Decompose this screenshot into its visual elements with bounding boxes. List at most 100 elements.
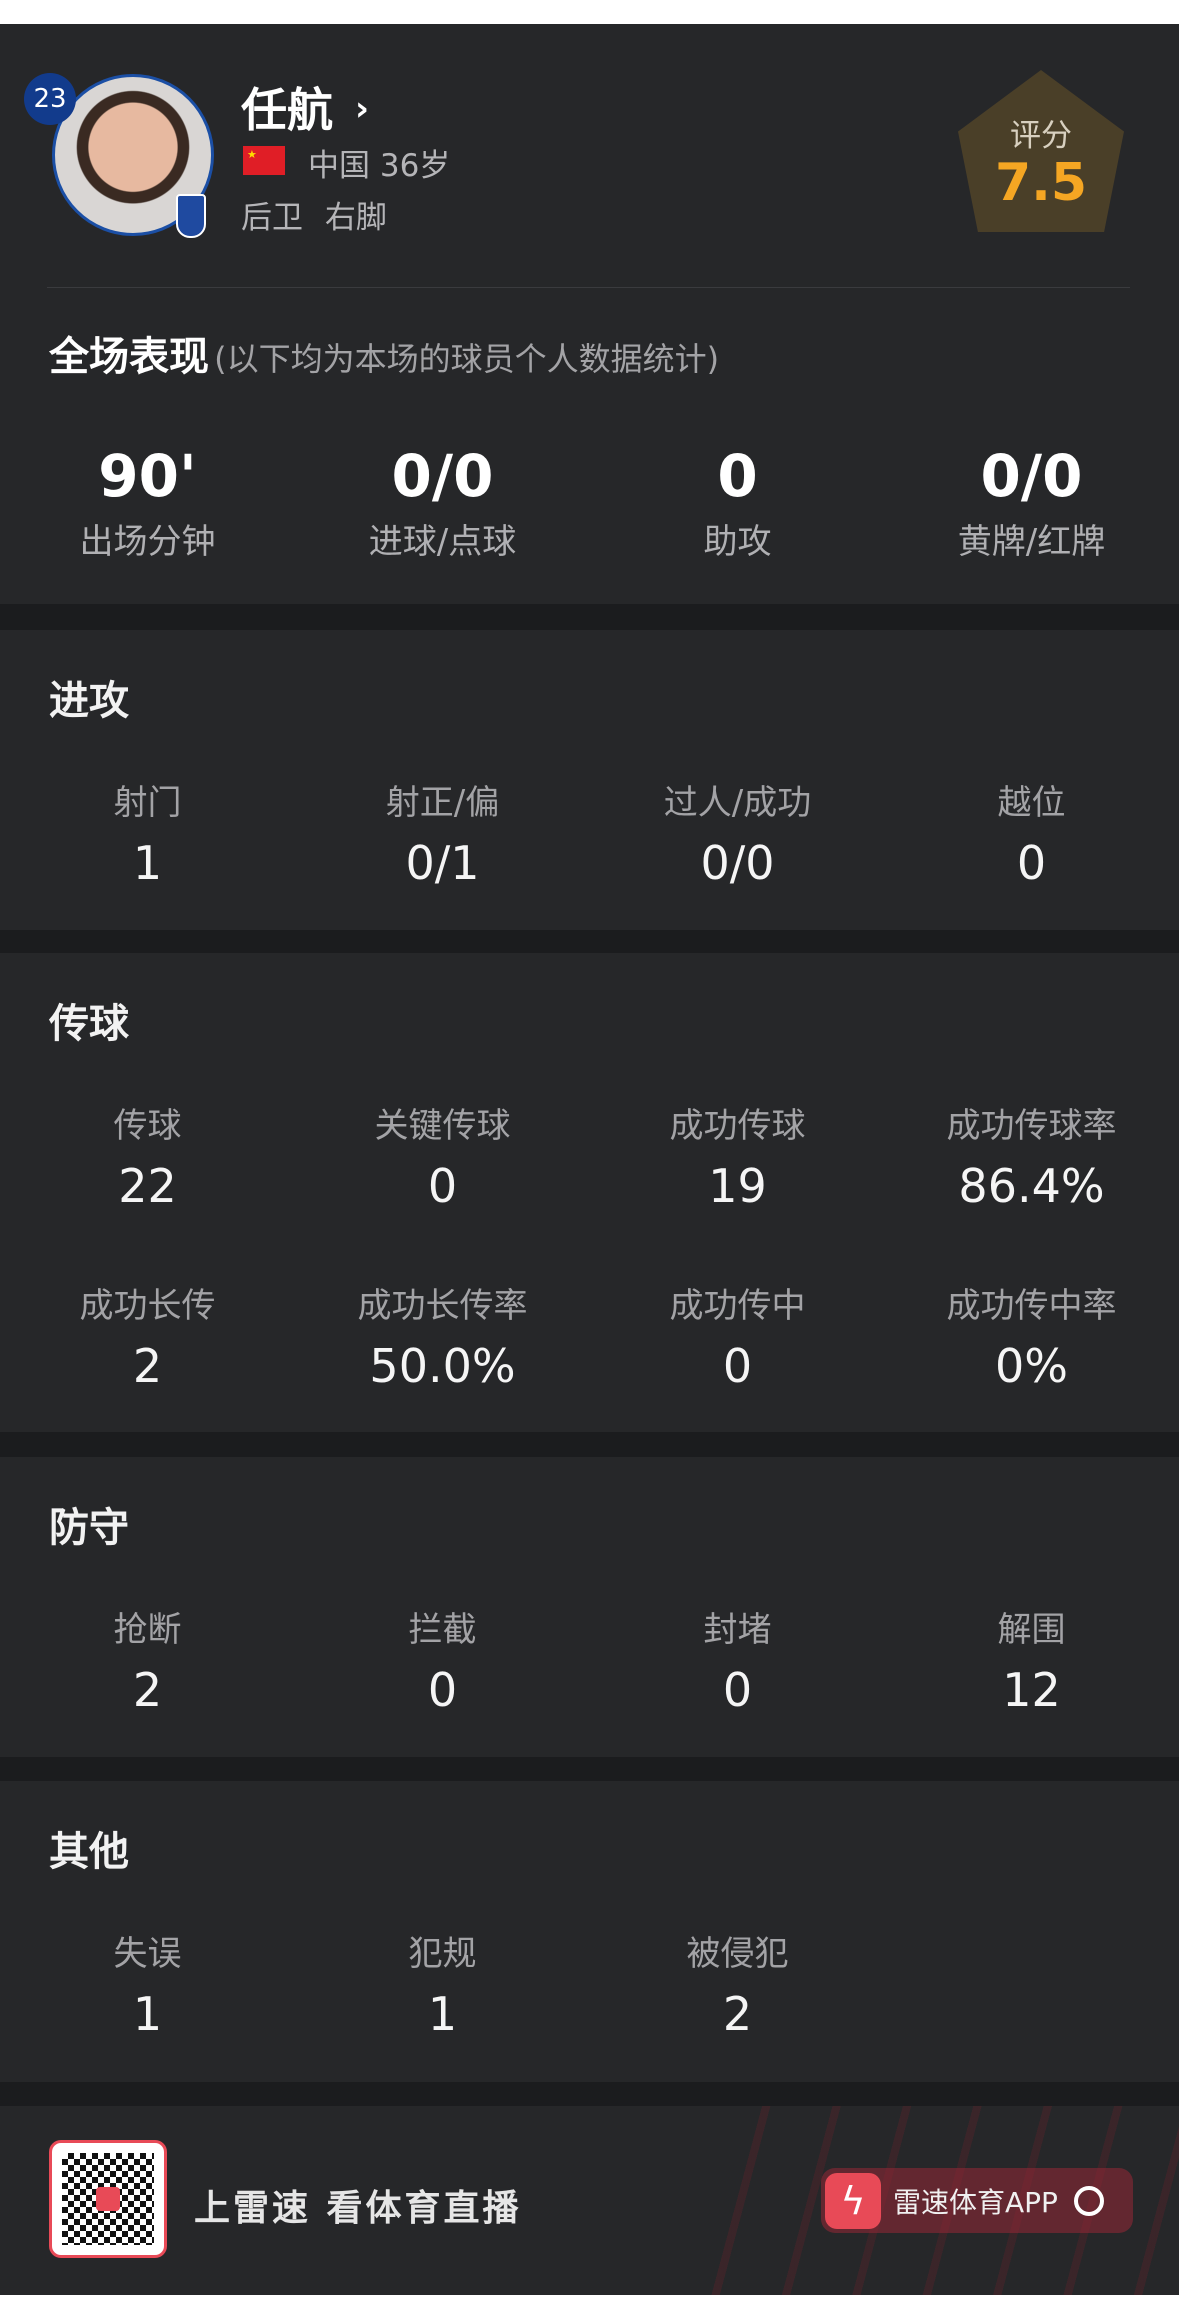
stat-item: 成功传球率 86.4%	[884, 1098, 1179, 1213]
header-divider	[47, 287, 1130, 288]
defense-section: 防守 抢断 2 拦截 0 封堵 0 解围 12	[0, 1457, 1179, 1757]
divider	[0, 930, 1179, 953]
footer-slogan: 上雷速 看体育直播	[194, 2188, 522, 2229]
attack-section: 进攻 射门 1 射正/偏 0/1 过人/成功 0/0 越位 0	[0, 630, 1179, 930]
stat-item: 射正/偏 0/1	[295, 775, 590, 890]
stat-value: 0/0	[980, 442, 1083, 510]
section-title: 进攻	[49, 678, 129, 724]
summary-title: 全场表现	[49, 334, 209, 380]
stat-cards: 0/0 黄牌/红牌	[884, 442, 1179, 563]
stat-label: 成功传球率	[946, 1106, 1117, 1146]
app-label: 雷速体育APP	[893, 2185, 1058, 2219]
player-country: 中国	[308, 148, 370, 184]
player-meta: 中国 36岁	[308, 140, 450, 185]
player-name-link[interactable]: 任航 ›	[241, 74, 369, 140]
divider	[0, 1432, 1179, 1457]
stat-value: 0	[722, 1339, 753, 1393]
stat-label: 关键传球	[374, 1106, 511, 1146]
stat-label: 犯规	[408, 1934, 477, 1974]
stat-label: 成功传中	[669, 1286, 806, 1326]
stat-item: 犯规 1	[295, 1926, 590, 2041]
stat-value: 22	[118, 1159, 177, 1213]
summary-heading: 全场表现 (以下均为本场的球员个人数据统计)	[49, 324, 719, 382]
stat-label: 被侵犯	[686, 1934, 789, 1974]
section-title: 传球	[49, 1001, 129, 1047]
stat-label: 助攻	[703, 522, 772, 562]
stat-minutes: 90' 出场分钟	[0, 442, 295, 563]
stat-item: 成功长传率 50.0%	[295, 1278, 590, 1393]
stat-label: 失误	[113, 1934, 182, 1974]
divider	[0, 2082, 1179, 2106]
summary-subtitle: (以下均为本场的球员个人数据统计)	[214, 340, 720, 378]
qr-pattern-icon	[62, 2153, 154, 2245]
stat-value: 0%	[995, 1339, 1068, 1393]
stat-value: 12	[1002, 1663, 1061, 1717]
stat-label: 进球/点球	[368, 522, 517, 562]
jersey-number-badge: 23	[24, 73, 76, 125]
player-position-foot: 后卫 右脚	[241, 192, 387, 237]
stat-label: 射正/偏	[385, 783, 500, 823]
stat-value: 0	[717, 442, 758, 510]
stat-item: 成功传中 0	[590, 1278, 885, 1393]
player-header: 23 任航 › ★ 中国 36岁 后卫 右脚 评分 7.5 全场表现 (以下均为…	[0, 24, 1179, 604]
stat-value: 2	[722, 1987, 753, 2041]
player-age: 36岁	[379, 148, 451, 184]
passing-section: 传球 传球 22 关键传球 0 成功传球 19 成功传球率 86.4% 成功长传 2 成功…	[0, 953, 1179, 1432]
stat-item: 抢断 2	[0, 1602, 295, 1717]
player-avatar[interactable]	[52, 74, 214, 236]
stat-value: 0	[427, 1159, 458, 1213]
stat-value: 0/0	[391, 442, 494, 510]
stat-item: 传球 22	[0, 1098, 295, 1213]
player-position: 后卫	[241, 200, 303, 236]
stat-value: 0	[427, 1663, 458, 1717]
stat-value: 1	[132, 836, 163, 890]
stat-item: 过人/成功 0/0	[590, 775, 885, 890]
stat-value: 1	[427, 1987, 458, 2041]
app-search-button[interactable]: ϟ 雷速体育APP	[821, 2168, 1133, 2233]
stat-value: 2	[132, 1663, 163, 1717]
stat-value: 0/0	[700, 836, 775, 890]
stat-label: 传球	[113, 1106, 182, 1146]
chevron-right-icon: ›	[355, 89, 370, 129]
china-flag-icon: ★	[243, 146, 285, 175]
stat-value: 0/1	[405, 836, 480, 890]
stat-item: 失误 1	[0, 1926, 295, 2041]
player-name: 任航	[241, 83, 333, 137]
stat-label: 成功长传	[79, 1286, 216, 1326]
stat-item: 解围 12	[884, 1602, 1179, 1717]
stat-value: 90'	[98, 442, 197, 510]
section-title: 防守	[49, 1505, 129, 1551]
player-foot: 右脚	[324, 200, 387, 236]
stat-label: 拦截	[408, 1610, 477, 1650]
stat-label: 封堵	[703, 1610, 772, 1650]
stat-value: 19	[708, 1159, 767, 1213]
stat-item: 拦截 0	[295, 1602, 590, 1717]
stat-value: 0	[722, 1663, 753, 1717]
stat-label: 成功长传率	[357, 1286, 528, 1326]
stat-label: 成功传球	[669, 1106, 806, 1146]
rating-value: 7.5	[994, 153, 1088, 213]
stat-item: 成功传球 19	[590, 1098, 885, 1213]
stat-item: 成功传中率 0%	[884, 1278, 1179, 1393]
section-title: 其他	[49, 1829, 129, 1875]
stat-assists: 0 助攻	[590, 442, 885, 563]
qr-code[interactable]	[49, 2140, 167, 2258]
stat-label: 成功传中率	[946, 1286, 1117, 1326]
stat-value: 1	[132, 1987, 163, 2041]
stat-value: 86.4%	[958, 1159, 1105, 1213]
stat-label: 越位	[997, 783, 1066, 823]
stat-item: 成功长传 2	[0, 1278, 295, 1393]
divider	[0, 604, 1179, 630]
stat-label: 抢断	[113, 1610, 182, 1650]
team-logo-icon	[176, 194, 206, 238]
other-section: 其他 失误 1 犯规 1 被侵犯 2	[0, 1781, 1179, 2082]
stat-label: 黄牌/红牌	[957, 522, 1106, 562]
footer-banner: 上雷速 看体育直播 ϟ 雷速体育APP	[0, 2106, 1179, 2295]
stat-value: 50.0%	[369, 1339, 516, 1393]
stat-item: 越位 0	[884, 775, 1179, 890]
search-icon	[1073, 2185, 1104, 2216]
rating-badge: 评分 7.5	[958, 70, 1124, 232]
lightning-icon: ϟ	[825, 2172, 881, 2229]
stat-item: 封堵 0	[590, 1602, 885, 1717]
stat-label: 出场分钟	[79, 522, 216, 562]
